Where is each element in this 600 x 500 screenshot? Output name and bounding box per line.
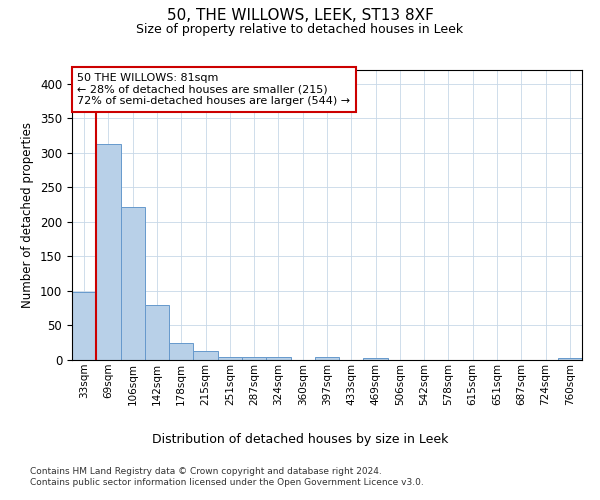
Bar (193, 351, 218, 360)
Bar (96, 144, 121, 360)
Text: 50 THE WILLOWS: 81sqm
← 28% of detached houses are smaller (215)
72% of semi-det: 50 THE WILLOWS: 81sqm ← 28% of detached … (77, 73, 350, 106)
Bar (242, 357, 266, 360)
Y-axis label: Number of detached properties: Number of detached properties (22, 122, 34, 308)
Bar (364, 358, 388, 360)
Text: Distribution of detached houses by size in Leek: Distribution of detached houses by size … (152, 432, 448, 446)
Bar (315, 356, 339, 360)
Bar (72, 292, 96, 360)
Text: Contains HM Land Registry data © Crown copyright and database right 2024.
Contai: Contains HM Land Registry data © Crown c… (30, 468, 424, 487)
Text: Size of property relative to detached houses in Leek: Size of property relative to detached ho… (136, 22, 464, 36)
Text: 50, THE WILLOWS, LEEK, ST13 8XF: 50, THE WILLOWS, LEEK, ST13 8XF (167, 8, 433, 22)
Bar (266, 357, 290, 360)
Bar (169, 342, 193, 360)
Bar (121, 206, 145, 360)
Bar (218, 356, 242, 360)
Bar (558, 358, 582, 360)
Bar (145, 305, 169, 360)
